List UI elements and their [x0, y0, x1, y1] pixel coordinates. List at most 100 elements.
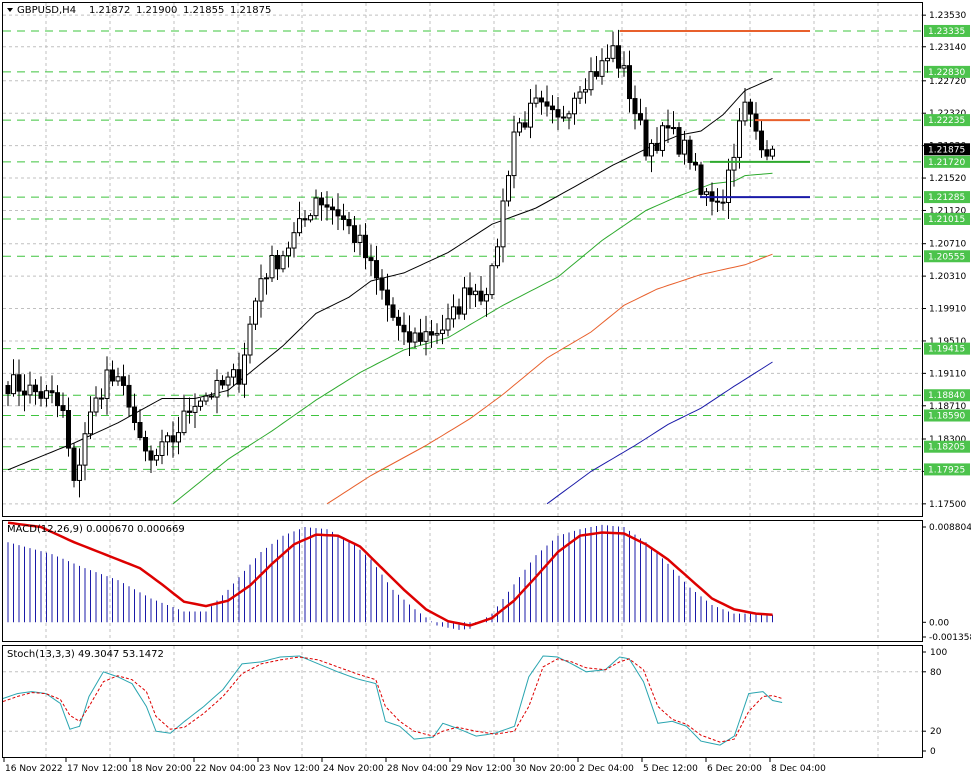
candle-body	[605, 57, 610, 62]
candle-body	[154, 454, 159, 461]
time-axis: 16 Nov 2022 17 Nov 12:00 18 Nov 20:00 22 No…	[3, 757, 826, 774]
stoch-signal-line	[2, 656, 783, 743]
candle-body	[126, 384, 132, 408]
candle-body	[412, 332, 418, 343]
candle-body	[638, 113, 643, 121]
candle-body	[742, 101, 748, 122]
macd-tick-label: -0.001358	[929, 633, 971, 643]
candle-body	[5, 385, 11, 395]
candle-body	[203, 395, 209, 402]
candle-body	[583, 89, 588, 93]
candle-body	[682, 139, 687, 155]
candle-body	[440, 329, 445, 334]
level-price-label: 1.21720	[928, 158, 965, 168]
candle-body	[500, 200, 506, 248]
candle-body	[764, 149, 770, 157]
candle-body	[165, 435, 170, 443]
moving-average-line	[546, 361, 773, 505]
price-tick-label: 1.19910	[929, 305, 966, 315]
candle-body	[71, 447, 77, 481]
candle-body	[456, 306, 462, 315]
candle-body	[572, 97, 577, 115]
candle-body	[302, 218, 308, 221]
candle-body	[660, 125, 665, 151]
candlesticks	[5, 29, 775, 498]
candle-body	[566, 113, 572, 119]
candle-body	[528, 102, 533, 128]
price-tick-label: 1.20710	[929, 240, 966, 250]
candle-body	[759, 130, 764, 151]
candle-body	[55, 392, 60, 407]
candle-body	[346, 218, 352, 227]
current-price-tag	[924, 143, 970, 156]
price-tick-label: 1.23140	[929, 43, 966, 53]
candle-body	[588, 71, 594, 91]
candle-body	[748, 101, 753, 115]
stoch-tick-label: 0	[930, 747, 936, 757]
candle-body	[544, 101, 550, 107]
candle-body	[121, 376, 126, 386]
candle-body	[539, 97, 544, 103]
stoch-title: Stoch(13,3,3) 49.3047 53.1472	[7, 649, 164, 660]
candle-body	[418, 332, 423, 342]
candle-body	[511, 131, 517, 177]
candle-body	[77, 464, 82, 481]
candle-body	[649, 142, 654, 157]
candle-body	[363, 234, 368, 259]
price-tick-label: 1.19110	[929, 369, 966, 379]
candle-body	[286, 247, 291, 257]
candle-body	[506, 175, 511, 202]
level-price-tag	[924, 389, 970, 402]
ohlc-close: 1.21875	[230, 5, 271, 16]
level-price-label: 1.18840	[928, 391, 965, 401]
candle-body	[209, 395, 214, 398]
candle-body	[495, 246, 500, 267]
stoch-tick-label: 100	[930, 648, 947, 658]
candle-body	[60, 405, 66, 412]
level-price-tag	[924, 155, 970, 168]
candle-body	[731, 156, 737, 171]
candle-body	[192, 405, 198, 413]
candle-body	[93, 397, 99, 413]
candle-body	[242, 354, 247, 385]
candle-body	[616, 45, 621, 69]
time-tick-label: 22 Nov 04:00	[195, 764, 256, 774]
candle-body	[352, 225, 357, 243]
time-tick-label: 17 Nov 12:00	[67, 764, 128, 774]
candle-body	[280, 255, 286, 270]
time-tick-label: 8 Dec 04:00	[771, 764, 826, 774]
price-tick-label: 1.21120	[929, 206, 966, 216]
candle-body	[198, 400, 203, 407]
candle-body	[99, 397, 104, 400]
candle-body	[599, 60, 605, 77]
symbol-title: GBPUSD,H4	[17, 5, 76, 16]
level-price-tag	[924, 440, 970, 453]
candle-body	[33, 384, 38, 393]
candle-body	[610, 45, 616, 59]
candle-body	[176, 432, 181, 443]
dropdown-triangle-icon[interactable]	[7, 8, 13, 12]
candle-body	[632, 98, 638, 115]
candle-body	[462, 287, 467, 315]
candle-body	[429, 331, 434, 336]
macd-tick-label: 0.008804	[929, 523, 971, 533]
candle-body	[170, 435, 176, 443]
macd-title: MACD(12,26,9) 0.000670 0.000669	[7, 524, 185, 535]
candle-body	[643, 119, 649, 157]
ohlc-low: 1.21855	[183, 5, 224, 16]
candle-body	[214, 379, 220, 398]
candle-body	[423, 331, 429, 342]
drawn-lines[interactable]	[620, 29, 810, 199]
level-price-tag	[924, 191, 970, 204]
time-tick-label: 5 Dec 12:00	[643, 764, 698, 774]
candle-body	[687, 139, 693, 163]
candle-body	[335, 209, 341, 217]
candle-body	[16, 374, 22, 392]
candle-body	[269, 254, 275, 279]
candle-body	[330, 206, 335, 211]
candle-body	[368, 257, 374, 262]
candle-body	[654, 142, 660, 151]
stoch-tick-label: 20	[930, 727, 942, 737]
moving-average-line	[326, 253, 773, 505]
